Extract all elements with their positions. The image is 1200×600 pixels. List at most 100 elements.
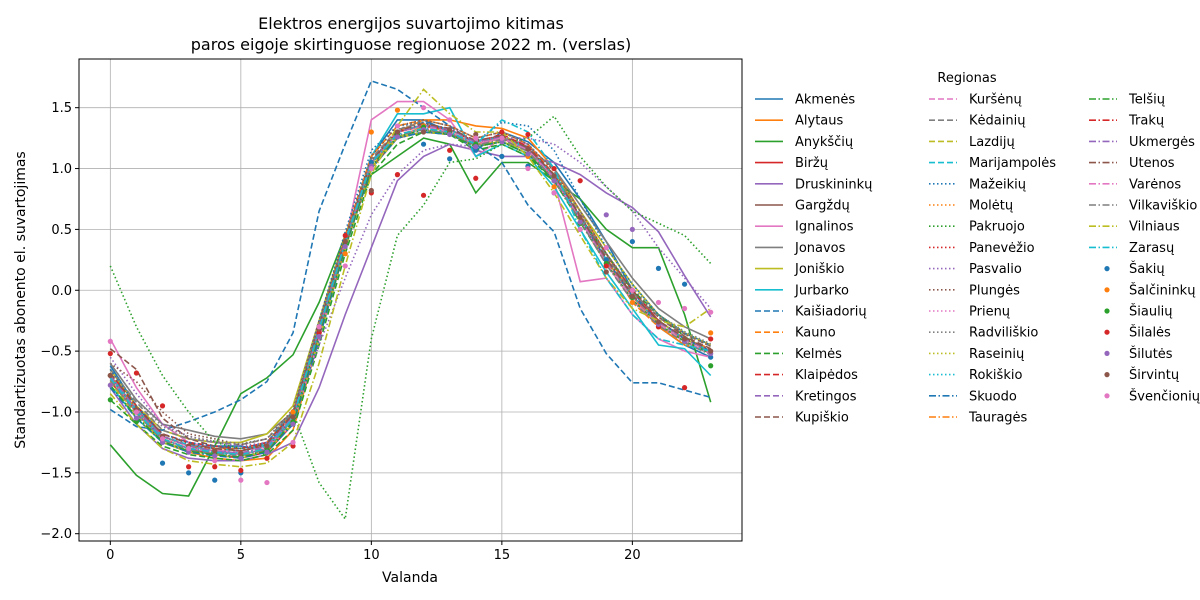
legend-marker — [1104, 287, 1110, 293]
series-line — [109, 125, 712, 453]
data-point — [186, 445, 192, 452]
legend-label: Rokiškio — [969, 368, 1022, 383]
data-point — [420, 192, 427, 198]
data-point — [708, 309, 714, 315]
legend-label: Telšių — [1128, 93, 1165, 108]
data-point — [394, 172, 401, 178]
data-point — [264, 479, 270, 486]
legend-label: Klaipėdos — [795, 368, 858, 383]
legend-label: Jurbarko — [794, 283, 849, 298]
legend-label: Pasvalio — [969, 262, 1022, 277]
data-point — [264, 443, 270, 449]
data-point — [212, 464, 218, 470]
x-tick-label: 0 — [106, 548, 114, 563]
data-point — [629, 293, 635, 299]
legend-label: Tauragės — [968, 411, 1028, 426]
y-tick-label: −2.0 — [40, 527, 72, 542]
legend-label: Lazdijų — [969, 135, 1015, 150]
data-point — [551, 178, 557, 184]
legend-label: Pakruojo — [969, 220, 1025, 235]
data-point — [473, 144, 479, 150]
series-line — [109, 143, 712, 462]
series-line — [109, 123, 712, 452]
data-point — [186, 449, 192, 455]
legend-label: Joniškio — [794, 262, 845, 277]
data-point — [394, 134, 401, 140]
legend-label: Šilalės — [1129, 325, 1171, 341]
series-line — [109, 88, 712, 468]
y-tick-label: 0.0 — [51, 284, 72, 299]
data-point — [577, 226, 583, 233]
legend-label: Kėdainių — [969, 114, 1025, 129]
data-point — [159, 460, 166, 466]
legend-marker — [1104, 266, 1110, 272]
data-point — [708, 336, 714, 342]
data-point — [133, 409, 140, 415]
data-point — [394, 107, 401, 113]
data-point — [473, 175, 479, 181]
legend-label: Marijampolės — [969, 156, 1056, 171]
y-tick-label: −0.5 — [40, 345, 72, 360]
legend-label: Druskininkų — [795, 177, 872, 192]
data-point — [420, 129, 427, 135]
legend-label: Skuodo — [969, 389, 1017, 404]
data-point — [681, 385, 688, 391]
y-axis-label: Standartizuotas abonento el. suvartojima… — [13, 151, 29, 448]
legend-title: Regionas — [937, 71, 996, 86]
legend-label: Alytaus — [795, 114, 844, 129]
data-point — [107, 382, 113, 388]
data-point — [368, 165, 374, 172]
data-point — [551, 165, 557, 172]
data-point — [525, 151, 531, 157]
data-point — [107, 397, 113, 403]
data-point — [290, 414, 296, 420]
data-point — [603, 263, 609, 269]
y-tick-label: 0.5 — [51, 223, 72, 238]
data-point — [629, 299, 635, 306]
data-point — [394, 129, 401, 135]
data-point — [290, 443, 296, 449]
series-line — [109, 123, 712, 455]
legend-label: Švenčionių — [1129, 388, 1200, 404]
data-point — [342, 238, 348, 245]
legend-label: Kaišiadorių — [795, 305, 867, 320]
legend-label: Varėnos — [1129, 177, 1181, 192]
data-point — [368, 187, 374, 194]
data-point — [264, 449, 270, 455]
y-tick-label: −1.0 — [40, 405, 72, 420]
data-point — [681, 336, 688, 342]
x-tick-label: 20 — [624, 548, 641, 563]
data-point — [420, 141, 427, 147]
legend-label: Šilutės — [1129, 346, 1173, 362]
data-point — [212, 448, 218, 454]
data-point — [159, 439, 166, 446]
legend-label: Kelmės — [795, 347, 842, 362]
series-line — [109, 119, 712, 445]
data-point — [368, 129, 374, 135]
data-point — [629, 226, 635, 233]
data-point — [603, 257, 609, 263]
data-point — [133, 415, 140, 421]
legend-label: Vilniaus — [1129, 220, 1180, 235]
data-point — [655, 265, 662, 271]
legend-marker — [1104, 308, 1110, 314]
legend-label: Šalčininkų — [1129, 282, 1195, 298]
x-tick-label: 15 — [494, 548, 511, 563]
legend-label: Radviliškio — [969, 326, 1038, 341]
data-point — [447, 147, 453, 153]
legend-label: Molėtų — [969, 199, 1013, 214]
legend-label: Plungės — [969, 283, 1020, 298]
data-point — [238, 467, 244, 474]
data-point — [212, 453, 218, 459]
data-point — [159, 436, 166, 442]
legend-label: Raseinių — [969, 347, 1024, 362]
axis-ticks: 0 5 10 15 20 −2.0 −1.5 −1.0 −0.5 0.0 0.5 1.0 1.5 — [40, 101, 640, 563]
data-point — [342, 243, 348, 250]
data-point — [107, 350, 113, 357]
data-point — [290, 409, 296, 415]
data-point — [342, 251, 348, 257]
legend-label: Prienų — [969, 305, 1010, 320]
data-point — [551, 190, 557, 196]
legend-label: Jonavos — [794, 241, 846, 256]
